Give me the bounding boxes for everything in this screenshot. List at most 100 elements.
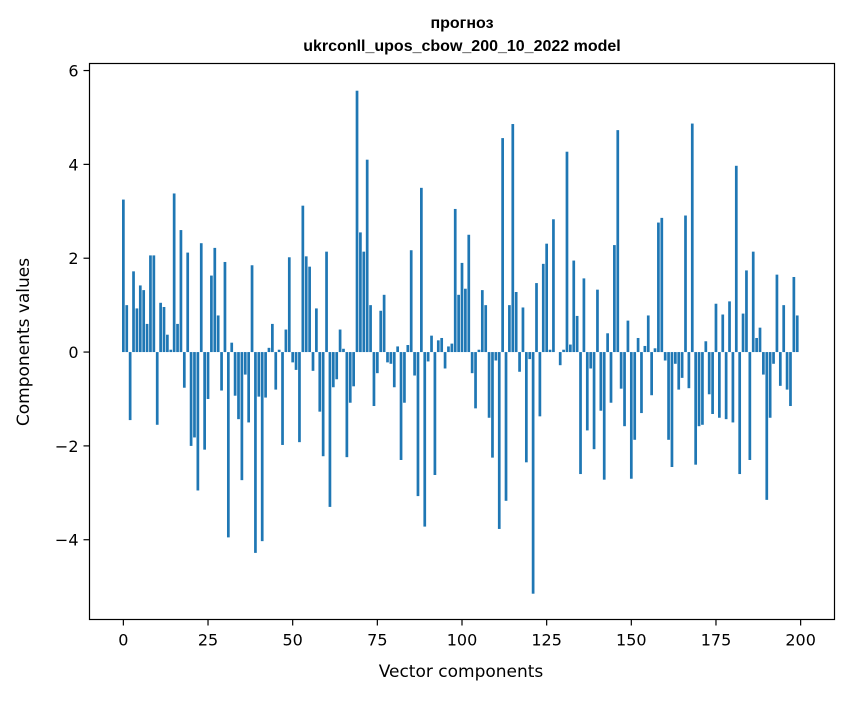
bar bbox=[325, 252, 328, 352]
bar bbox=[437, 340, 440, 352]
bar bbox=[627, 321, 630, 352]
bar bbox=[390, 352, 393, 364]
bar bbox=[393, 352, 396, 387]
bar bbox=[613, 245, 616, 352]
bar bbox=[779, 352, 782, 386]
bar bbox=[647, 315, 650, 352]
bar bbox=[769, 352, 772, 418]
bar bbox=[197, 352, 200, 490]
bar bbox=[410, 250, 413, 352]
x-tick-label: 100 bbox=[447, 631, 478, 650]
bar bbox=[176, 324, 179, 352]
bar bbox=[610, 352, 613, 403]
bar bbox=[786, 352, 789, 390]
bar bbox=[288, 257, 291, 352]
bar bbox=[237, 352, 240, 419]
bar bbox=[268, 348, 271, 352]
bar bbox=[715, 304, 718, 352]
bar bbox=[491, 352, 494, 458]
y-axis-label: Components values bbox=[14, 258, 34, 426]
bar bbox=[356, 91, 359, 352]
x-tick-label: 25 bbox=[198, 631, 218, 650]
bar bbox=[569, 345, 572, 353]
x-tick-label: 50 bbox=[283, 631, 303, 650]
bar bbox=[464, 289, 467, 352]
x-tick-label: 125 bbox=[531, 631, 562, 650]
bar bbox=[698, 352, 701, 426]
bar bbox=[122, 200, 125, 352]
bar bbox=[566, 152, 569, 352]
bar bbox=[423, 352, 426, 527]
y-tick-label: −2 bbox=[55, 437, 79, 456]
bar bbox=[782, 305, 785, 352]
y-tick-label: 2 bbox=[68, 249, 78, 268]
bar bbox=[139, 285, 142, 352]
bar bbox=[623, 352, 626, 426]
bar bbox=[251, 265, 254, 352]
bar bbox=[305, 256, 308, 352]
bar bbox=[488, 352, 491, 418]
bar bbox=[671, 352, 674, 467]
bar bbox=[549, 350, 552, 352]
bar bbox=[210, 276, 213, 352]
bar bbox=[230, 343, 233, 352]
bar bbox=[295, 352, 298, 370]
bar bbox=[163, 307, 166, 352]
bar bbox=[711, 352, 714, 414]
y-tick-label: 0 bbox=[68, 343, 78, 362]
x-tick-label: 150 bbox=[616, 631, 647, 650]
bar bbox=[376, 352, 379, 373]
bar bbox=[633, 352, 636, 440]
bar bbox=[644, 346, 647, 352]
bar bbox=[322, 352, 325, 456]
bar bbox=[349, 352, 352, 403]
bar bbox=[247, 352, 250, 422]
bar bbox=[467, 235, 470, 352]
bar bbox=[528, 352, 531, 359]
bar bbox=[542, 264, 545, 352]
bar bbox=[539, 352, 542, 416]
bar bbox=[430, 336, 433, 352]
bar bbox=[207, 352, 210, 399]
bar bbox=[203, 352, 206, 450]
bar bbox=[156, 352, 159, 425]
bar bbox=[183, 352, 186, 388]
bar bbox=[589, 352, 592, 368]
bar bbox=[136, 308, 139, 352]
bar bbox=[796, 315, 799, 352]
bar bbox=[728, 301, 731, 352]
bar bbox=[518, 352, 521, 372]
bar bbox=[532, 352, 535, 594]
bar bbox=[596, 290, 599, 352]
bar bbox=[200, 243, 203, 352]
bar bbox=[579, 352, 582, 474]
bar bbox=[166, 335, 169, 352]
bar bbox=[434, 352, 437, 475]
bar bbox=[742, 314, 745, 352]
bar bbox=[227, 352, 230, 537]
bar bbox=[444, 352, 447, 368]
bar bbox=[495, 352, 498, 360]
bar bbox=[217, 315, 220, 352]
chart-title-line1: прогноз bbox=[430, 15, 493, 32]
bar bbox=[129, 352, 132, 420]
bar bbox=[535, 283, 538, 352]
bar bbox=[694, 352, 697, 465]
bar bbox=[278, 350, 281, 352]
bar bbox=[789, 352, 792, 406]
bar bbox=[681, 352, 684, 378]
bar bbox=[478, 350, 481, 352]
bar bbox=[169, 350, 172, 352]
bar bbox=[725, 352, 728, 419]
bar bbox=[427, 352, 430, 361]
bar bbox=[291, 352, 294, 362]
bar bbox=[562, 350, 565, 352]
bar bbox=[776, 275, 779, 352]
bar bbox=[552, 219, 555, 352]
bar bbox=[264, 352, 267, 398]
chart-title-line2: ukrconll_upos_cbow_200_10_2022 model bbox=[303, 38, 620, 55]
bar bbox=[654, 348, 657, 352]
bar bbox=[745, 270, 748, 352]
bar bbox=[152, 255, 155, 352]
